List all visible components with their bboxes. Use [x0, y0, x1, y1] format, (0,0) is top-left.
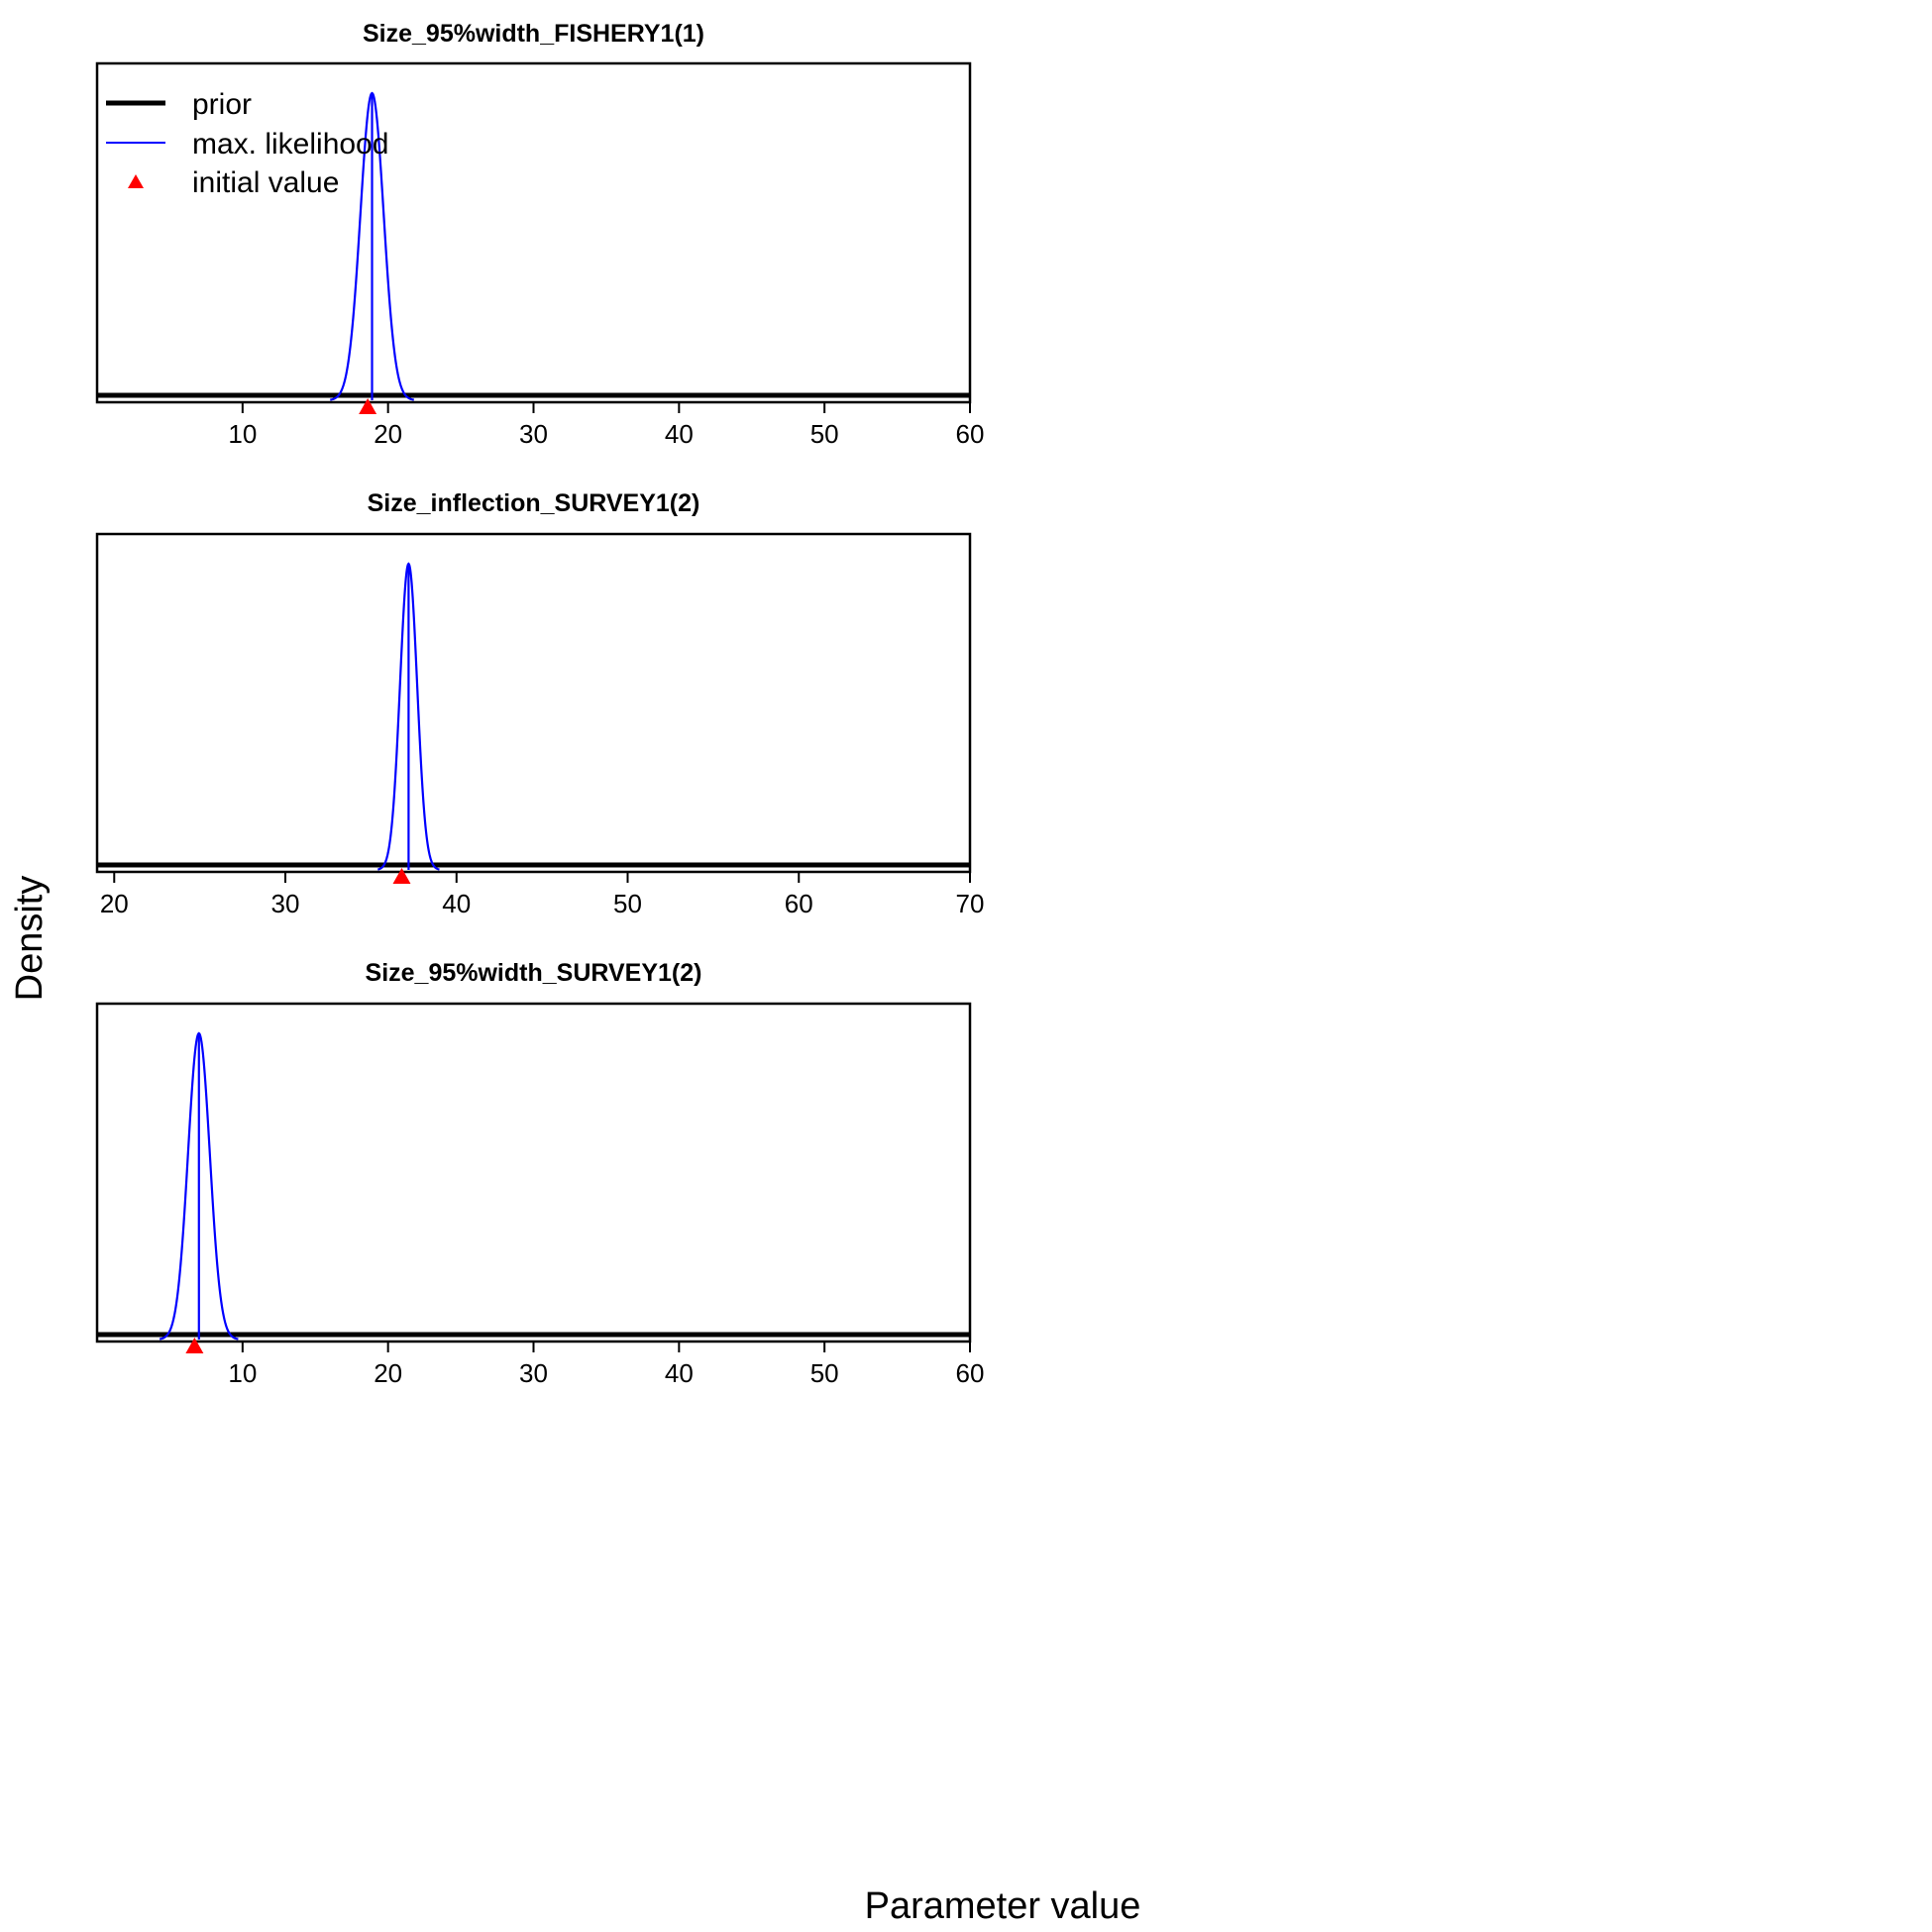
x-tick-label: 30 — [519, 419, 548, 449]
x-tick-label: 10 — [228, 419, 257, 449]
panel-1: Size_95%width_FISHERY1(1) 10 20 30 40 50 60 — [95, 20, 985, 449]
x-tick-label: 30 — [271, 889, 300, 918]
x-tick-label: 60 — [956, 419, 985, 449]
y-axis-title: Density — [9, 876, 51, 1002]
x-tick-label: 50 — [810, 1358, 839, 1388]
legend-item: prior — [106, 88, 252, 121]
legend-swatch-initial-value — [128, 174, 144, 188]
x-tick-label: 40 — [665, 419, 694, 449]
initial-value-marker — [359, 398, 377, 414]
x-tick-label: 60 — [785, 889, 813, 918]
panels: Size_95%width_FISHERY1(1)10 20 30 40 50 60Siz… — [95, 20, 985, 1388]
panel-title: Size_95%width_SURVEY1(2) — [366, 959, 702, 987]
x-axis-title: Parameter value — [865, 1885, 1141, 1927]
panel-title: Size_inflection_SURVEY1(2) — [368, 489, 700, 517]
x-tick-label: 10 — [228, 1358, 257, 1388]
initial-value-marker — [392, 868, 411, 884]
x-tick-label: 20 — [374, 419, 402, 449]
x-tick-label: 40 — [665, 1358, 694, 1388]
legend-label: max. likelihood — [192, 128, 388, 161]
x-tick-label: 60 — [956, 1358, 985, 1388]
legend-item: max. likelihood — [106, 128, 388, 161]
x-tick-label: 30 — [519, 1358, 548, 1388]
panel-2: Size_inflection_SURVEY1(2) 20 30 40 50 60 70 — [95, 489, 985, 918]
x-tick-label: 20 — [100, 889, 129, 918]
panel-title: Size_95%width_FISHERY1(1) — [363, 20, 704, 48]
x-tick-label: 40 — [442, 889, 471, 918]
x-tick-label: 50 — [810, 419, 839, 449]
legend-label: prior — [192, 88, 252, 121]
plot-box — [95, 1002, 972, 1343]
x-tick-label: 50 — [613, 889, 642, 918]
legend-item: initial value — [128, 166, 339, 199]
plot-box — [95, 532, 972, 874]
panel-3: Size_95%width_SURVEY1(2) 10 20 30 40 50 60 — [95, 959, 985, 1388]
legend: prior max. likelihood initial value — [106, 88, 388, 199]
legend-label: initial value — [192, 166, 339, 199]
x-tick-label: 20 — [374, 1358, 402, 1388]
initial-value-marker — [185, 1338, 204, 1353]
x-tick-label: 70 — [956, 889, 985, 918]
